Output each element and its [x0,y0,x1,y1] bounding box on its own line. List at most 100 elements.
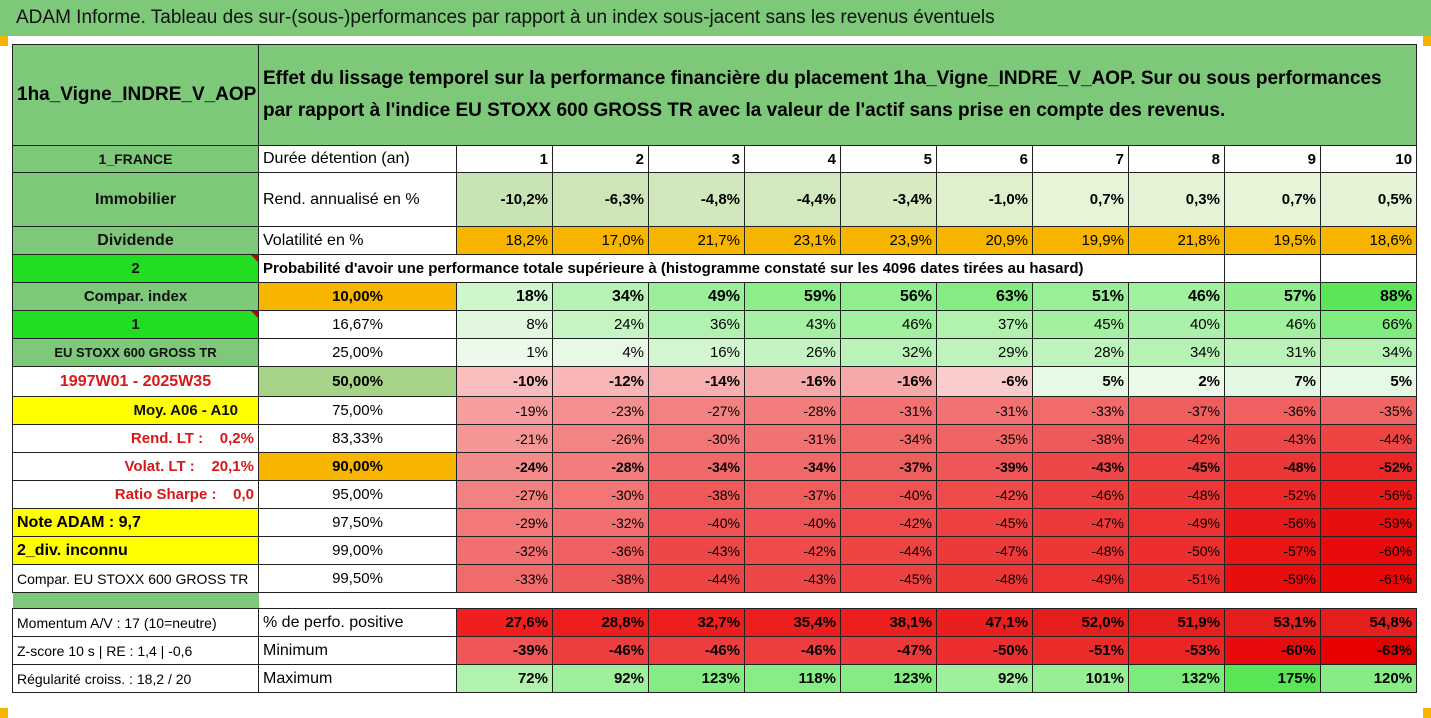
quantile-cell: -16% [840,366,937,397]
corner-marker [0,708,8,718]
quantile-level: 95,00% [258,480,457,509]
index-name: EU STOXX 600 GROSS TR [12,338,259,367]
maximum-label: Maximum [258,664,457,693]
quantile-level: 25,00% [258,338,457,367]
regularity-label: Régularité croiss. : 18,2 / 20 [12,664,259,693]
minimum-cell-8: -53% [1128,636,1225,665]
quantile-cell: 32% [840,338,937,367]
positive-cell-6: 47,1% [936,608,1033,637]
sharpe-ratio: Ratio Sharpe : 0,0 [12,480,259,509]
long-term-volatility: Volat. LT : 20,1% [12,452,259,481]
minimum-cell-1: -39% [456,636,553,665]
return-cell-9: 0,7% [1224,172,1321,227]
quantile-cell: 1% [456,338,553,367]
quantile-cell: -31% [744,424,841,453]
zscore-label: Z-score 10 s | RE : 1,4 | -0,6 [12,636,259,665]
positive-cell-1: 27,6% [456,608,553,637]
quantile-cell: -37% [840,452,937,481]
quantile-cell: -27% [456,480,553,509]
maximum-cell-7: 101% [1032,664,1129,693]
positive-label: % de perfo. positive [258,608,457,637]
corner-marker [0,36,8,46]
quantile-cell: 7% [1224,366,1321,397]
quantile-level: 83,33% [258,424,457,453]
maximum-cell-2: 92% [552,664,649,693]
quantile-cell: 43% [744,310,841,339]
volatility-cell-2: 17,0% [552,226,649,255]
quantile-cell: -33% [456,564,553,593]
volatility-cell-8: 21,8% [1128,226,1225,255]
quantile-cell: -30% [648,424,745,453]
positive-cell-8: 51,9% [1128,608,1225,637]
period-label: 1997W01 - 2025W35 [12,366,259,397]
quantile-cell: 36% [648,310,745,339]
quantile-cell: -49% [1128,508,1225,537]
quantile-level: 75,00% [258,396,457,425]
quantile-cell: -32% [456,536,553,565]
quantile-cell: 46% [840,310,937,339]
year-header-8: 8 [1128,145,1225,173]
positive-cell-9: 53,1% [1224,608,1321,637]
maximum-cell-1: 72% [456,664,553,693]
quantile-cell: -45% [1128,452,1225,481]
minimum-cell-2: -46% [552,636,649,665]
return-cell-4: -4,4% [744,172,841,227]
quantile-cell: 16% [648,338,745,367]
quantile-cell: -21% [456,424,553,453]
volatility-cell-10: 18,6% [1319,226,1418,255]
quantile-cell: -10% [456,366,553,397]
compar-index-label: Compar. index [12,282,259,311]
quantile-cell: -39% [936,452,1033,481]
quantile-cell: -49% [1032,564,1129,593]
quantile-cell: -42% [840,508,937,537]
volatility-cell-3: 21,7% [648,226,745,255]
quantile-cell: 57% [1224,282,1321,311]
quantile-cell: -36% [552,536,649,565]
empty-cell [1319,254,1418,283]
spacer [259,593,1417,609]
quantile-cell: -31% [840,396,937,425]
quantile-cell: 49% [648,282,745,311]
quantile-cell: 24% [552,310,649,339]
corner-marker [1423,708,1431,718]
quantile-cell: -50% [1128,536,1225,565]
quantile-cell: 8% [456,310,553,339]
quantile-cell: -47% [936,536,1033,565]
quantile-cell: -47% [1032,508,1129,537]
comparison-index-name: Compar. EU STOXX 600 GROSS TR [12,564,259,593]
quantile-cell: -12% [552,366,649,397]
year-header-5: 5 [840,145,937,173]
momentum-label: Momentum A/V : 17 (10=neutre) [12,608,259,637]
quantile-level: 99,50% [258,564,457,593]
minimum-cell-7: -51% [1032,636,1129,665]
maximum-cell-9: 175% [1224,664,1321,693]
quantile-cell: -30% [552,480,649,509]
volatility-cell-1: 18,2% [456,226,553,255]
quantile-cell: -40% [648,508,745,537]
category-label: Immobilier [12,172,259,227]
quantile-cell: -23% [552,396,649,425]
maximum-cell-6: 92% [936,664,1033,693]
return-cell-6: -1,0% [936,172,1033,227]
positive-cell-5: 38,1% [840,608,937,637]
quantile-level: 99,00% [258,536,457,565]
volatility-label: Volatilité en % [258,226,457,255]
maximum-cell-10: 120% [1319,664,1418,693]
quantile-cell: -31% [936,396,1033,425]
positive-cell-2: 28,8% [552,608,649,637]
quantile-cell: 51% [1032,282,1129,311]
one-marker: 1 [12,310,259,339]
volatility-cell-4: 23,1% [744,226,841,255]
quantile-cell: 5% [1032,366,1129,397]
quantile-cell: -29% [456,508,553,537]
country-label: 1_FRANCE [12,145,259,173]
quantile-cell: 56% [840,282,937,311]
quantile-cell: -38% [1032,424,1129,453]
quantile-cell: -19% [456,396,553,425]
quantile-cell: 46% [1128,282,1225,311]
return-cell-8: 0,3% [1128,172,1225,227]
quantile-cell: -14% [648,366,745,397]
quantile-cell: -35% [936,424,1033,453]
quantile-cell: -32% [552,508,649,537]
minimum-cell-4: -46% [744,636,841,665]
